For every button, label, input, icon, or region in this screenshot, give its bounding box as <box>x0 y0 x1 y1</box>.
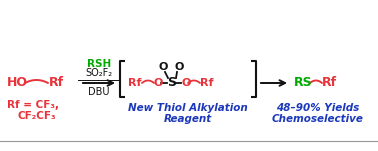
Text: Rf = CF₃,: Rf = CF₃, <box>7 100 59 110</box>
Text: O: O <box>181 78 191 88</box>
Text: HO: HO <box>7 77 28 90</box>
Text: Rf: Rf <box>322 77 337 90</box>
Text: 48–90% Yields: 48–90% Yields <box>276 103 359 113</box>
Text: CF₂CF₃: CF₂CF₃ <box>18 111 57 121</box>
Text: Reagent: Reagent <box>164 114 212 124</box>
Text: New Thiol Alkylation: New Thiol Alkylation <box>128 103 248 113</box>
Text: Rf: Rf <box>49 77 64 90</box>
Text: O: O <box>174 62 184 72</box>
Text: O: O <box>154 78 163 88</box>
Text: SO₂F₂: SO₂F₂ <box>85 68 113 78</box>
Text: RS: RS <box>294 77 313 90</box>
Text: Rf: Rf <box>128 78 141 88</box>
Text: S: S <box>167 77 176 90</box>
Text: Rf: Rf <box>200 78 214 88</box>
Text: O: O <box>158 62 168 72</box>
Text: DBU: DBU <box>88 87 110 97</box>
Text: Chemoselective: Chemoselective <box>272 114 364 124</box>
Text: RSH: RSH <box>87 59 111 69</box>
